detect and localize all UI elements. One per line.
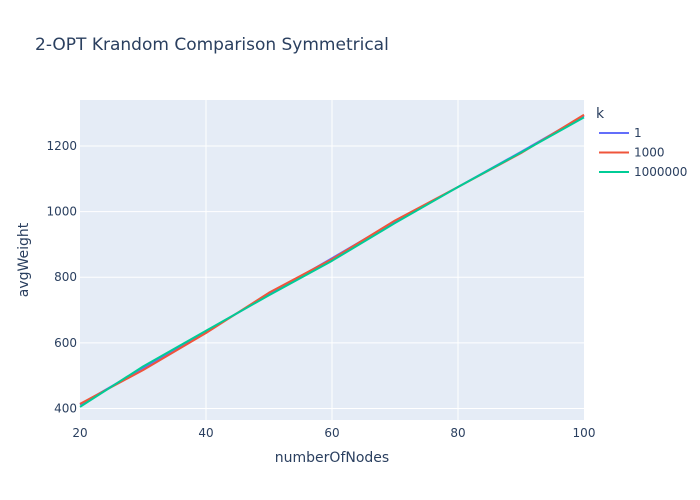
series-lines xyxy=(79,113,585,408)
x-tick-label: 40 xyxy=(198,426,213,440)
legend-label-1: 1 xyxy=(634,126,642,140)
legend-label-1000000: 1000000 xyxy=(634,165,687,179)
y-tick-label: 1200 xyxy=(46,139,77,153)
y-axis-title: avgWeight xyxy=(16,222,32,297)
axis-ticks: 20 40 60 80 100 400 600 800 1000 1200 xyxy=(46,139,595,440)
series-line-1000000 xyxy=(79,116,585,408)
y-tick-label: 1000 xyxy=(46,205,77,219)
x-tick-label: 80 xyxy=(450,426,465,440)
x-tick-label: 60 xyxy=(324,426,339,440)
legend-label-1000: 1000 xyxy=(634,146,665,160)
legend: k 1 1000 1000000 xyxy=(596,106,687,179)
y-tick-label: 400 xyxy=(54,402,77,416)
chart-title: 2-OPT Krandom Comparison Symmetrical xyxy=(35,35,389,55)
y-tick-label: 600 xyxy=(54,336,77,350)
x-tick-label: 100 xyxy=(573,426,596,440)
x-axis-title: numberOfNodes xyxy=(275,450,389,466)
x-tick-label: 20 xyxy=(72,426,87,440)
legend-title: k xyxy=(596,106,605,122)
y-tick-label: 800 xyxy=(54,270,77,284)
